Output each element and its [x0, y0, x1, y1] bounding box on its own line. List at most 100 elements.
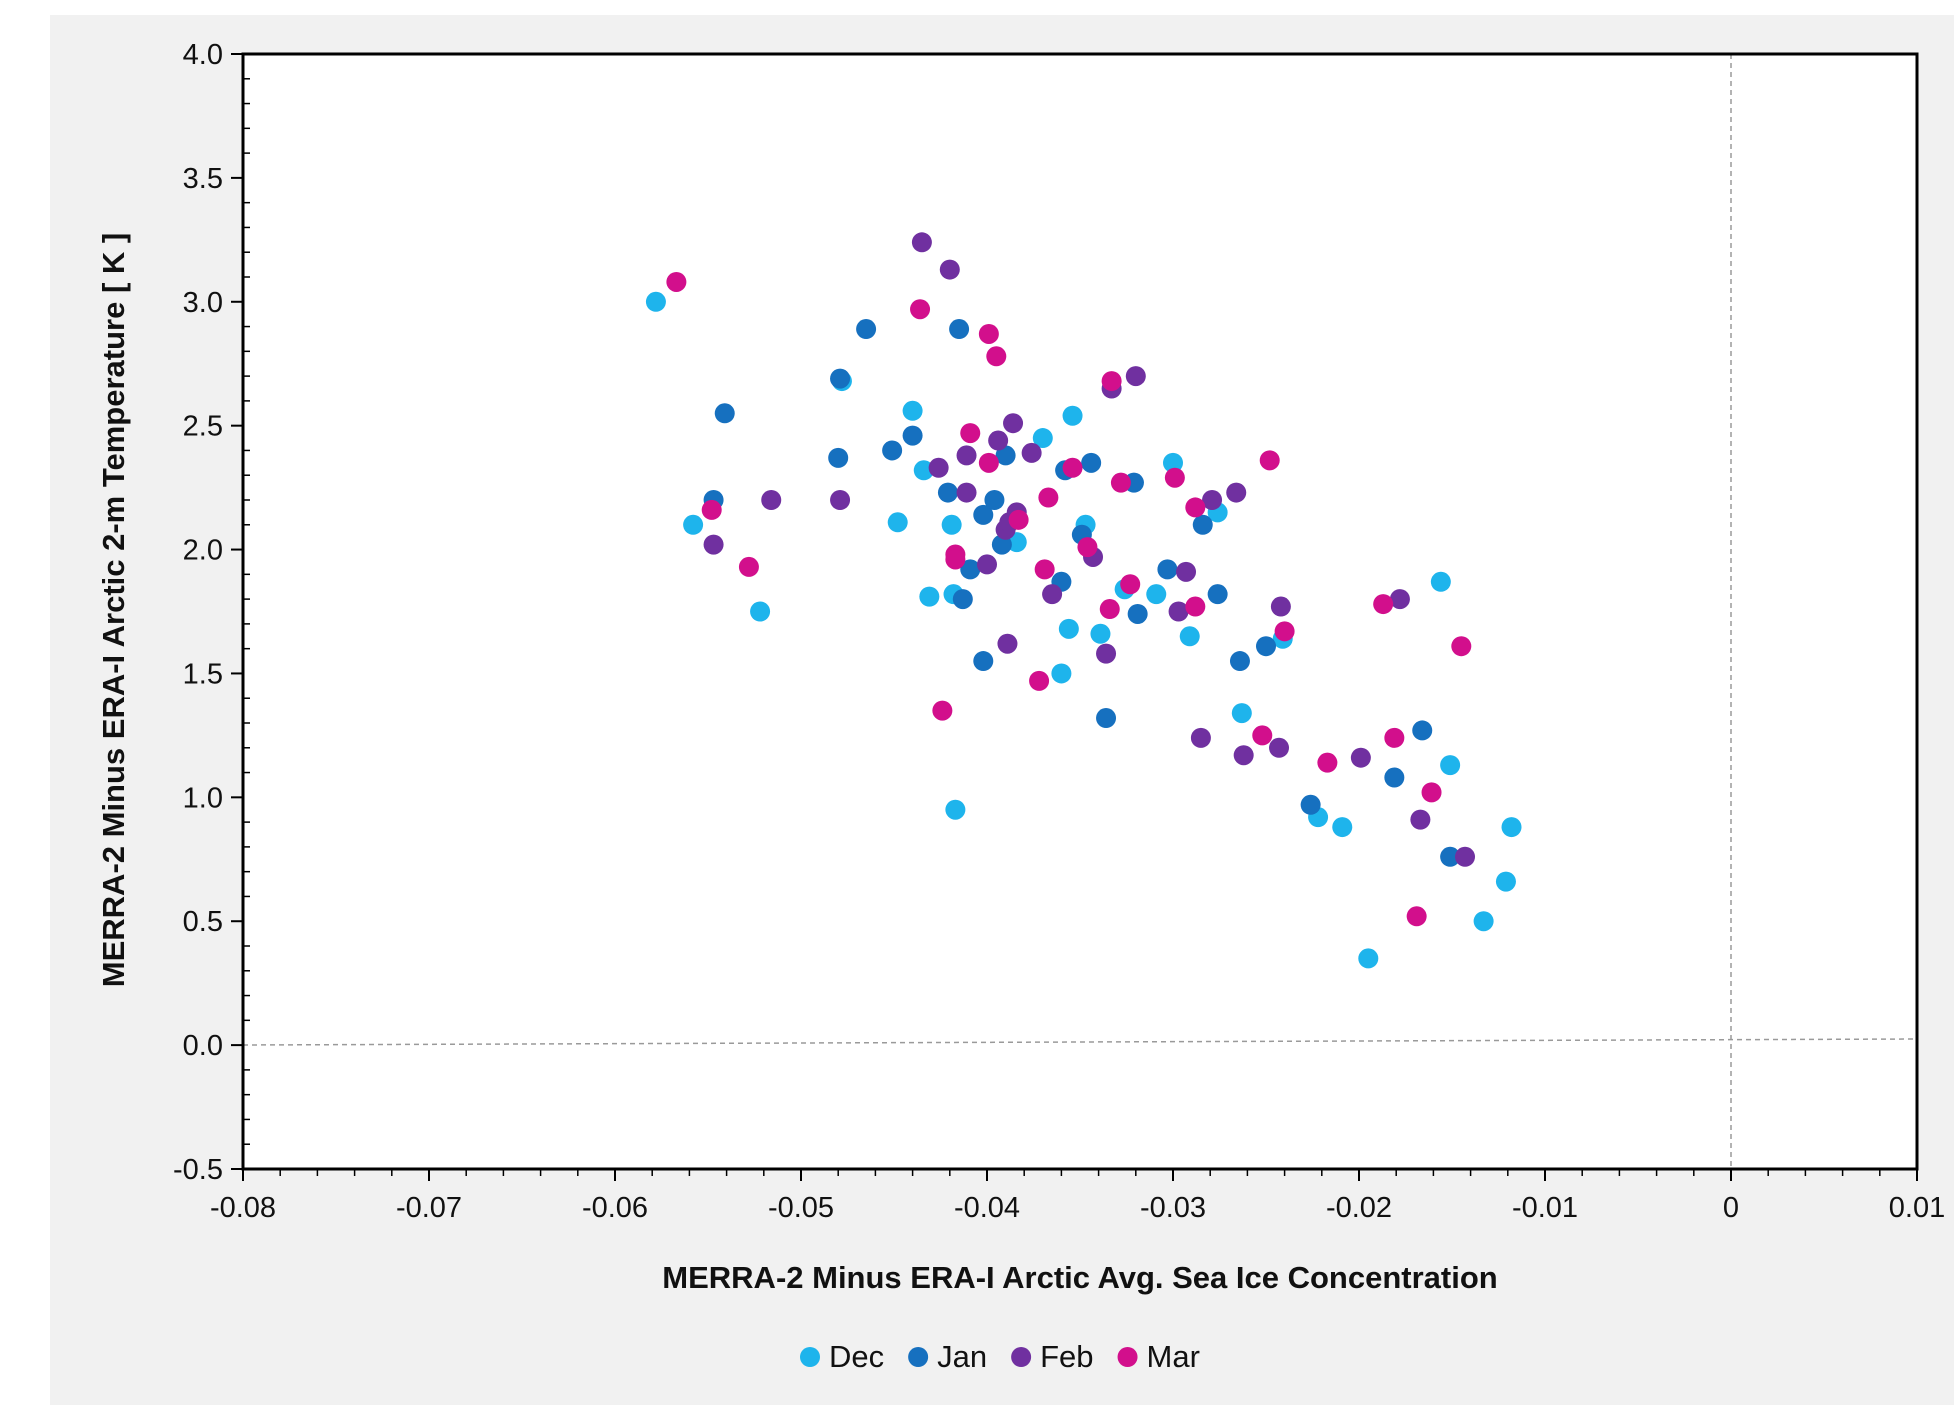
reference-lines [242, 54, 1918, 1169]
data-point-feb [1003, 413, 1024, 434]
y-tick-label: -0.5 [173, 1154, 223, 1186]
y-tick-label: 2.5 [183, 411, 223, 443]
data-point-mar [945, 549, 966, 570]
data-point-dec [919, 586, 940, 607]
legend-marker [908, 1347, 929, 1367]
data-point-mar [738, 556, 759, 577]
data-point-feb [1233, 745, 1254, 766]
data-point-jan [960, 559, 981, 580]
data-point-dec [1358, 948, 1379, 969]
legend-marker [800, 1347, 820, 1367]
data-point-mar [1029, 670, 1050, 691]
series-feb [703, 232, 1476, 867]
legend-marker [1117, 1347, 1138, 1367]
data-point-feb [1350, 747, 1371, 768]
data-point-dec [945, 799, 966, 820]
data-point-mar [1259, 450, 1280, 471]
data-point-jan [1192, 514, 1213, 535]
data-point-jan [1207, 584, 1228, 605]
y-tick-label: 3.5 [183, 163, 223, 195]
y-axis-tick-labels: -0.5 0.0 0.5 1.0 1.5 2.0 2.5 3.0 3.5 4.0 [173, 39, 223, 1186]
data-point-jan [1229, 651, 1250, 672]
data-point-dec [1090, 623, 1111, 644]
data-point-dec [1051, 663, 1072, 684]
data-point-jan [714, 403, 735, 424]
data-point-mar [1120, 574, 1141, 595]
data-point-mar [1421, 782, 1442, 803]
data-point-jan [902, 425, 923, 446]
data-point-mar [1252, 725, 1273, 746]
data-point-jan [828, 447, 849, 468]
x-tick-label: -0.07 [396, 1192, 462, 1224]
legend-marker [1011, 1347, 1032, 1367]
legend-item-mar: Mar [1117, 1339, 1200, 1374]
legend-item-jan: Jan [908, 1339, 987, 1374]
data-point-dec [1332, 817, 1353, 838]
data-point-jan [937, 482, 958, 503]
y-axis-title: MERRA-2 Minus ERA-I Arctic 2-m Temperatu… [96, 233, 131, 987]
data-point-feb [761, 490, 782, 510]
data-point-dec [1501, 817, 1522, 838]
data-point-jan [882, 440, 903, 461]
data-point-dec [1440, 755, 1461, 776]
data-point-mar [1373, 594, 1394, 615]
data-point-mar [1008, 509, 1029, 530]
data-point-feb [928, 457, 949, 478]
data-point-mar [1077, 537, 1098, 558]
x-tick-label: 0.01 [1889, 1192, 1945, 1224]
data-point-feb [911, 232, 932, 253]
data-point-mar [1062, 457, 1083, 478]
data-point-mar [701, 499, 722, 520]
data-point-feb [1269, 737, 1290, 758]
zero-y-reference-line [242, 1038, 1918, 1046]
data-point-feb [1190, 727, 1211, 748]
data-point-feb [1176, 561, 1197, 582]
major-tick-marks [231, 53, 1918, 1181]
data-point-mar [1185, 497, 1206, 518]
data-point-dec [887, 512, 908, 533]
data-point-dec [941, 514, 962, 535]
data-point-feb [1125, 366, 1146, 387]
data-point-dec [1231, 703, 1252, 724]
data-point-feb [703, 534, 724, 555]
plot-area [243, 54, 1917, 1169]
data-point-dec [1058, 618, 1079, 639]
data-point-mar [910, 299, 931, 320]
data-point-mar [666, 271, 687, 292]
legend: Dec Jan Feb Mar [800, 1339, 1200, 1374]
data-point-jan [973, 651, 994, 672]
data-point-mar [1274, 621, 1295, 642]
data-point-dec [902, 400, 923, 421]
data-point-mar [1038, 487, 1059, 508]
data-point-dec [1473, 911, 1494, 932]
legend-item-dec: Dec [800, 1339, 884, 1374]
series-mar [666, 271, 1472, 927]
x-tick-label: 0 [1723, 1192, 1739, 1224]
data-point-mar [1034, 559, 1055, 580]
data-point-jan [995, 445, 1016, 466]
data-point-dec [913, 460, 934, 481]
legend-label: Dec [829, 1339, 884, 1374]
legend-label: Feb [1040, 1339, 1093, 1374]
y-tick-label: 1.0 [183, 782, 223, 814]
data-point-jan [984, 490, 1005, 510]
data-point-feb [1410, 809, 1431, 830]
data-point-mar [1384, 727, 1405, 748]
data-point-jan [1157, 559, 1178, 580]
y-tick-label: 3.0 [183, 287, 223, 319]
data-point-feb [1096, 643, 1117, 664]
data-point-jan [1384, 767, 1405, 788]
series-dec [645, 291, 1522, 969]
legend-label: Jan [937, 1339, 987, 1374]
data-point-mar [1164, 467, 1185, 488]
data-point-feb [1270, 596, 1291, 617]
data-point-feb [1202, 490, 1223, 510]
x-tick-label: -0.02 [1326, 1192, 1392, 1224]
data-point-dec [1062, 405, 1083, 426]
data-point-dec [1179, 626, 1200, 647]
data-point-mar [1406, 906, 1427, 927]
data-point-feb [1021, 442, 1042, 463]
x-axis-tick-labels: -0.08 -0.07 -0.06 -0.05 -0.04 -0.03 -0.02 -0.01… [210, 1192, 1945, 1224]
